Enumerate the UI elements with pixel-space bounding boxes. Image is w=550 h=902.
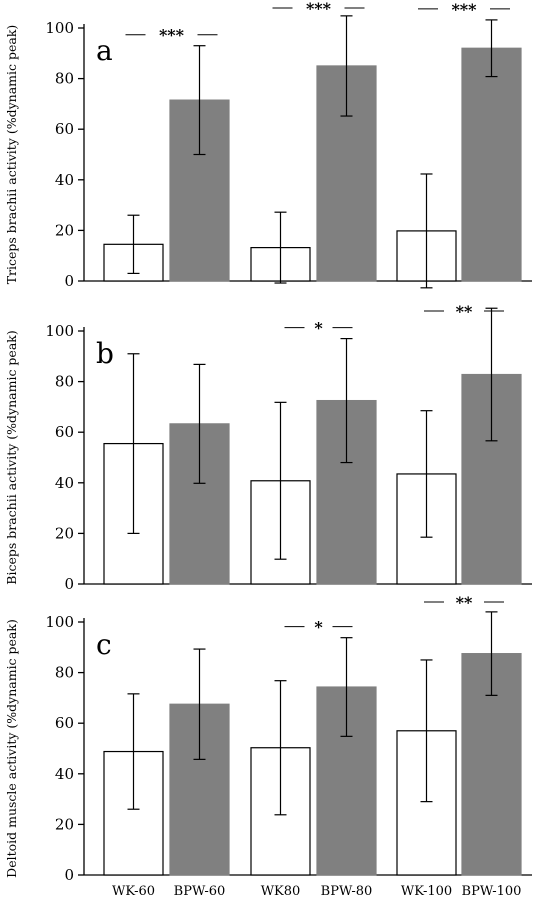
significance-marker: *** — [159, 26, 185, 45]
x-category-label: BPW-100 — [462, 884, 522, 899]
significance-marker: *** — [451, 0, 477, 19]
y-tick-label: 40 — [55, 474, 74, 492]
y-tick-label: 40 — [55, 765, 74, 783]
y-axis-title: Biceps brachii activity (%dynamic peak) — [4, 330, 19, 584]
significance-marker: * — [314, 618, 323, 637]
panel-label: a — [96, 34, 113, 67]
y-tick-label: 0 — [64, 575, 74, 593]
y-tick-label: 60 — [55, 120, 74, 138]
x-category-label: BPW-80 — [321, 884, 373, 899]
panel-label: b — [96, 337, 114, 370]
x-category-label: WK80 — [261, 884, 301, 899]
y-axis-title: Triceps brachii activity (%dynamic peak) — [4, 25, 19, 285]
y-axis-title: Deltoid muscle activity (%dynamic peak) — [4, 619, 19, 878]
y-tick-label: 80 — [55, 373, 74, 391]
y-tick-label: 100 — [45, 19, 74, 37]
y-tick-label: 100 — [45, 613, 74, 631]
y-tick-label: 0 — [64, 866, 74, 884]
y-tick-label: 20 — [55, 815, 74, 833]
significance-marker: ** — [456, 593, 473, 612]
significance-marker: *** — [306, 0, 332, 18]
y-tick-label: 0 — [64, 272, 74, 290]
y-tick-label: 60 — [55, 423, 74, 441]
y-tick-label: 20 — [55, 221, 74, 239]
y-tick-label: 80 — [55, 664, 74, 682]
x-category-label: WK-100 — [401, 884, 452, 899]
x-category-label: WK-60 — [112, 884, 155, 899]
significance-marker: ** — [456, 302, 473, 321]
significance-marker: * — [314, 319, 323, 338]
bar — [461, 47, 522, 282]
bar — [169, 703, 230, 876]
y-tick-label: 60 — [55, 714, 74, 732]
x-category-label: BPW-60 — [174, 884, 226, 899]
y-tick-label: 80 — [55, 70, 74, 88]
y-tick-label: 40 — [55, 171, 74, 189]
panel-label: c — [96, 628, 112, 661]
bar — [461, 653, 522, 876]
y-tick-label: 100 — [45, 322, 74, 340]
y-tick-label: 20 — [55, 524, 74, 542]
